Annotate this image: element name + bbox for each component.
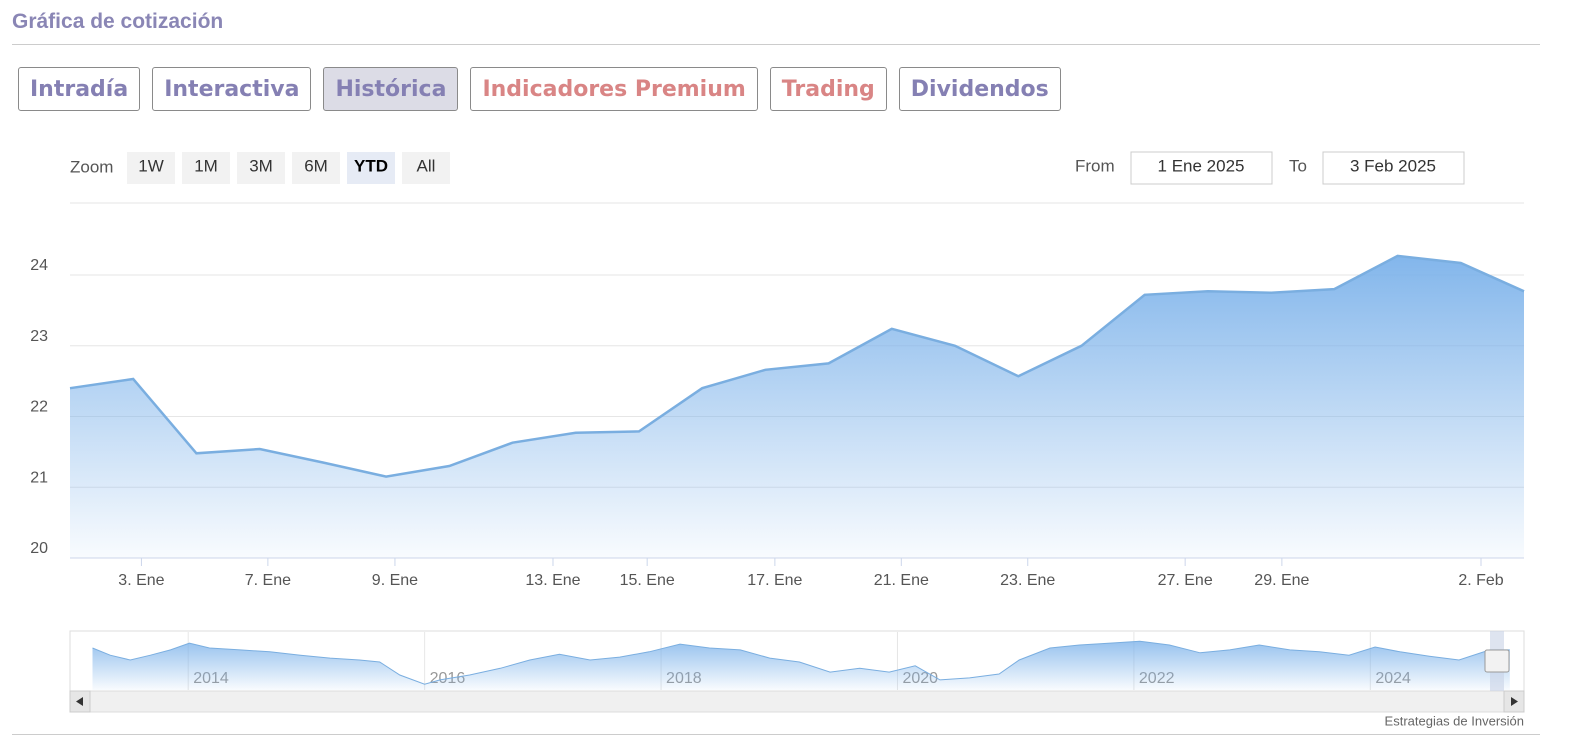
to-value[interactable]: 3 Feb 2025 <box>1350 156 1436 175</box>
tab[interactable]: Interactiva <box>152 67 312 111</box>
zoom-button[interactable] <box>127 152 175 184</box>
x-tick-label: 9. Ene <box>372 572 418 589</box>
tab[interactable]: Dividendos <box>898 67 1061 111</box>
arrow-left <box>76 697 83 706</box>
tab[interactable]: Trading <box>769 67 887 111</box>
x-tick-label: 29. Ene <box>1254 572 1309 589</box>
zoom-button-label[interactable]: 6M <box>304 156 328 175</box>
zoom-button[interactable] <box>402 152 450 184</box>
tab-bar: Intradía Interactiva Histórica Indicador… <box>18 67 1061 111</box>
divider <box>12 44 1540 45</box>
to-label: To <box>1289 156 1307 175</box>
y-tick-label: 23 <box>30 328 48 345</box>
x-tick-label: 13. Ene <box>525 572 580 589</box>
page-title: Gráfica de cotización <box>12 10 224 33</box>
y-tick-label: 21 <box>30 469 48 486</box>
tab[interactable]: Histórica <box>323 67 459 111</box>
zoom-button-label[interactable]: 3M <box>249 156 273 175</box>
zoom-label: Zoom <box>70 157 113 176</box>
x-tick-label: 23. Ene <box>1000 572 1055 589</box>
area-fill <box>92 641 1510 690</box>
zoom-button-label[interactable]: 1M <box>194 156 218 175</box>
x-tick-label: 15. Ene <box>620 572 675 589</box>
zoom-button-label[interactable]: All <box>417 156 436 175</box>
from-input[interactable] <box>1130 151 1273 185</box>
x-tick-label: 27. Ene <box>1158 572 1213 589</box>
area-line <box>69 254 1525 478</box>
x-tick-label: 2. Feb <box>1458 572 1503 589</box>
zoom-button[interactable] <box>292 152 340 184</box>
from-value[interactable]: 1 Ene 2025 <box>1158 156 1245 175</box>
navigator-handle[interactable] <box>1484 649 1510 673</box>
x-tick-label: 3. Ene <box>118 572 164 589</box>
y-tick-label: 22 <box>30 399 48 416</box>
tab[interactable]: Intradía <box>18 67 141 111</box>
tab[interactable]: Indicadores Premium <box>470 67 758 111</box>
area-fill <box>70 255 1524 558</box>
zoom-button[interactable] <box>237 152 285 184</box>
y-tick-label: 20 <box>30 540 48 557</box>
from-label: From <box>1075 156 1115 175</box>
zoom-button[interactable] <box>182 152 230 184</box>
x-tick-label: 21. Ene <box>874 572 929 589</box>
credit: Estrategias de Inversión <box>1385 713 1524 728</box>
arrow-right <box>1511 697 1518 706</box>
zoom-button-label[interactable]: 1W <box>138 156 164 175</box>
area-line <box>92 640 1510 685</box>
zoom-button-label[interactable]: YTD <box>354 156 388 175</box>
to-input[interactable] <box>1322 151 1465 185</box>
divider <box>12 734 1540 735</box>
scrollbar[interactable] <box>69 690 1525 713</box>
y-tick-label: 24 <box>30 257 48 274</box>
x-tick-label: 17. Ene <box>747 572 802 589</box>
x-tick-label: 7. Ene <box>245 572 291 589</box>
zoom-button[interactable] <box>347 152 395 184</box>
